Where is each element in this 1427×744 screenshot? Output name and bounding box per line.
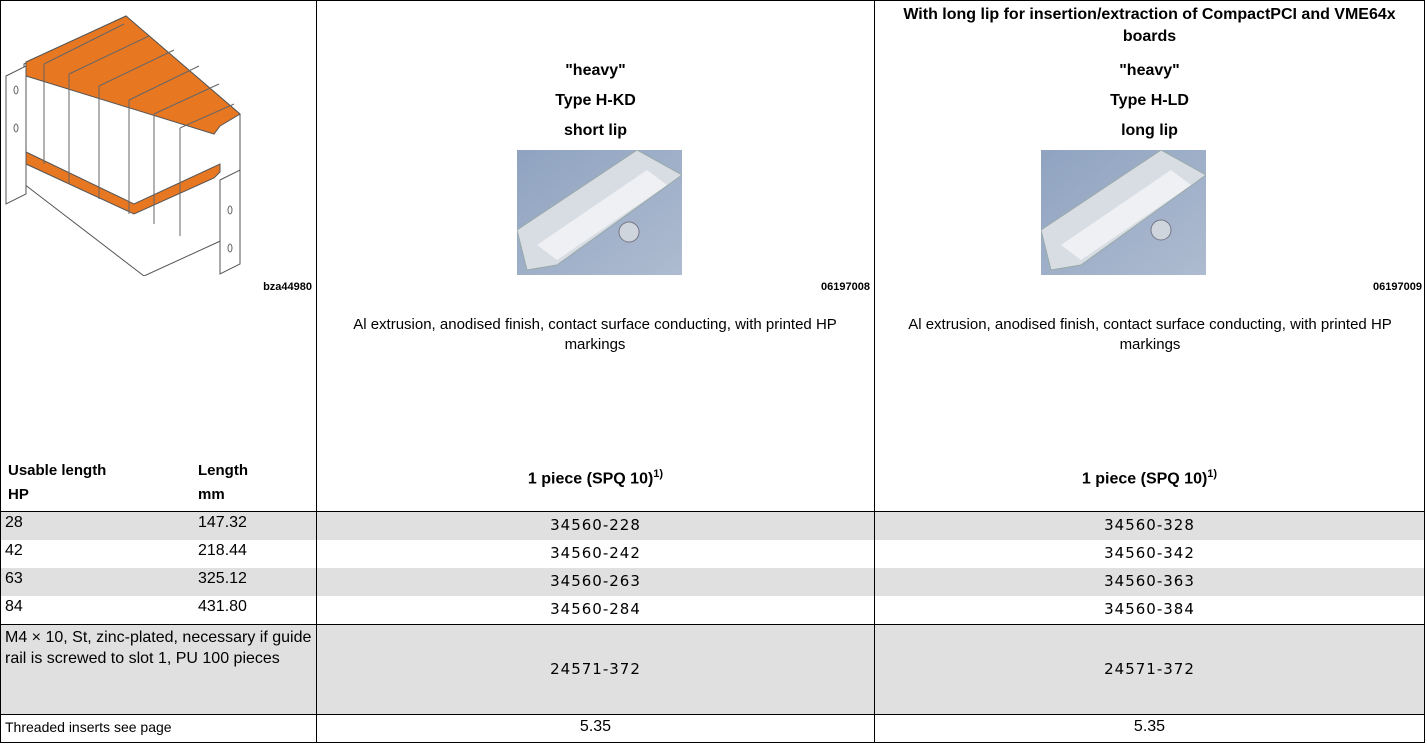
length: 325.12 [198, 570, 247, 587]
border [0, 624, 1425, 625]
part-number: 34560-284 [550, 600, 641, 618]
part-number: 24571-372 [1104, 660, 1195, 678]
part-number: 34560-242 [550, 544, 641, 562]
page-ref: 5.35 [579, 718, 612, 735]
row-shade [1, 512, 1424, 540]
rack-illustration [5, 15, 241, 276]
subtitle: With long lip for insertion/extraction o… [903, 6, 1396, 45]
footnote: 1) [1207, 468, 1218, 480]
column-header: HP [8, 486, 29, 503]
row-shade [1, 568, 1424, 596]
variant-line: short lip [563, 122, 628, 139]
packaging-text: 1 piece (SPQ 10) [1081, 470, 1208, 488]
row-shade [1, 625, 1424, 714]
border [0, 714, 1425, 715]
part-number: 34560-328 [1104, 516, 1195, 534]
column-header: Length [198, 462, 248, 479]
product-photo [517, 150, 682, 275]
product-photo [1041, 150, 1206, 275]
length: 431.80 [198, 598, 247, 615]
length: 147.32 [198, 514, 247, 531]
part-number: 24571-372 [550, 660, 641, 678]
border [0, 0, 1, 743]
packaging: 1 piece (SPQ 10)1) [875, 468, 1424, 488]
variant-line: long lip [1121, 122, 1178, 139]
length: 218.44 [198, 542, 247, 559]
packaging: 1 piece (SPQ 10)1) [317, 468, 874, 488]
usable-length: 42 [5, 542, 23, 559]
part-number: 34560-228 [550, 516, 641, 534]
part-number: 34560-263 [550, 572, 641, 590]
border [874, 0, 875, 743]
insert-label: Threaded inserts see page [5, 719, 172, 735]
border [0, 0, 1425, 1]
border [0, 511, 1425, 512]
border [1424, 0, 1425, 743]
variant-line: Type H-LD [1110, 92, 1189, 109]
description: Al extrusion, anodised finish, contact s… [908, 316, 1392, 353]
variant-line: "heavy" [1119, 62, 1180, 79]
part-number: 34560-363 [1104, 572, 1195, 590]
border [316, 0, 317, 743]
image-code: 06197009 [1373, 281, 1422, 293]
usable-length: 63 [5, 570, 23, 587]
variant-line: Type H-KD [555, 92, 636, 109]
description: Al extrusion, anodised finish, contact s… [353, 316, 837, 353]
image-code: bza44980 [263, 281, 312, 293]
packaging-text: 1 piece (SPQ 10) [527, 470, 654, 488]
part-number: 34560-342 [1104, 544, 1195, 562]
footnote: 1) [653, 468, 664, 480]
variant-line: "heavy" [565, 62, 626, 79]
screw-description: M4 × 10, St, zinc-plated, necessary if g… [5, 629, 312, 667]
usable-length: 84 [5, 598, 23, 615]
page-ref: 5.35 [1133, 718, 1166, 735]
column-header: Usable length [8, 462, 107, 479]
border [0, 742, 1425, 743]
image-code: 06197008 [821, 281, 870, 293]
usable-length: 28 [5, 514, 23, 531]
part-number: 34560-384 [1104, 600, 1195, 618]
column-header: mm [198, 486, 225, 503]
